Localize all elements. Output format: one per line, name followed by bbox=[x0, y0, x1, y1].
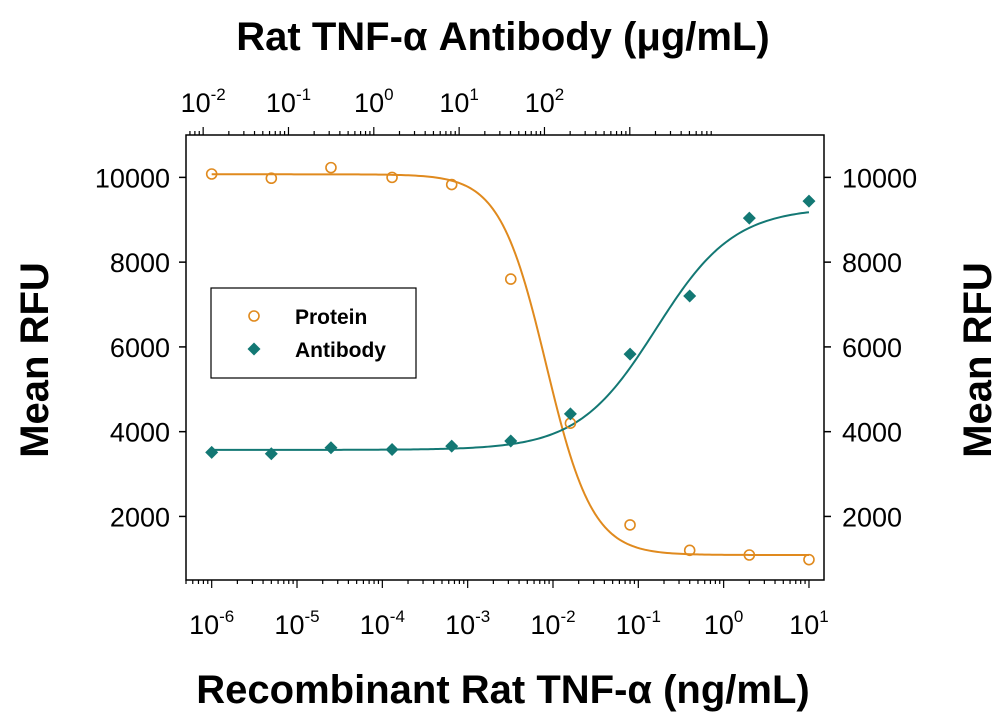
x-tick-label-bottom: 10-5 bbox=[274, 607, 319, 640]
data-point-antibody bbox=[742, 211, 756, 225]
y-tick-label-left: 8000 bbox=[110, 248, 170, 278]
y-tick-label-left: 6000 bbox=[110, 333, 170, 363]
y-tick-label-left: 2000 bbox=[110, 502, 170, 532]
data-point-protein bbox=[265, 172, 278, 185]
x-tick-label-bottom: 10-4 bbox=[360, 607, 405, 640]
x-tick-label-bottom: 10-3 bbox=[445, 607, 490, 640]
x-tick-label-bottom: 10-6 bbox=[189, 607, 234, 640]
legend-label-protein: Protein bbox=[295, 306, 367, 329]
legend-box bbox=[210, 287, 417, 379]
legend: Protein Antibody bbox=[210, 287, 417, 379]
data-point-protein bbox=[683, 544, 696, 557]
y-tick-label-left: 10000 bbox=[95, 163, 170, 193]
y-axis-label-right: Mean RFU bbox=[956, 262, 1000, 458]
data-point-antibody bbox=[504, 434, 518, 448]
y-tick-label-right: 4000 bbox=[842, 418, 902, 448]
y-tick-label-right: 6000 bbox=[842, 333, 902, 363]
legend-marker-protein bbox=[248, 310, 260, 322]
data-point-protein bbox=[803, 553, 815, 566]
x-tick-label-top: 10-1 bbox=[266, 85, 311, 118]
top-axis-title: Rat TNF-α Antibody (μg/mL) bbox=[236, 15, 769, 59]
y-tick-label-right: 10000 bbox=[842, 163, 917, 193]
data-point-protein bbox=[624, 519, 636, 531]
x-tick-label-top: 10-2 bbox=[181, 85, 226, 118]
data-point-protein bbox=[205, 168, 218, 180]
data-point-antibody bbox=[205, 445, 219, 459]
x-tick-label-top: 101 bbox=[439, 85, 479, 118]
y-axis-label-left: Mean RFU bbox=[13, 262, 57, 458]
data-point-protein bbox=[504, 273, 517, 285]
data-point-antibody bbox=[264, 447, 278, 461]
legend-label-antibody: Antibody bbox=[295, 339, 386, 362]
data-point-antibody bbox=[802, 194, 816, 208]
data-point-antibody bbox=[623, 347, 637, 361]
y-tick-label-right: 8000 bbox=[842, 248, 902, 278]
x-tick-label-top: 100 bbox=[354, 85, 394, 118]
y-tick-label-right: 2000 bbox=[842, 502, 902, 532]
plot-frame bbox=[185, 134, 825, 581]
axis-ticks-layer: 2000 2000 4000 4000 6000 6000 8000 8000 10000 100… bbox=[95, 85, 917, 640]
x-tick-label-bottom: 10-2 bbox=[530, 607, 575, 640]
data-point-antibody bbox=[563, 407, 577, 421]
x-tick-label-top: 102 bbox=[525, 85, 565, 118]
legend-marker-antibody bbox=[247, 342, 261, 356]
data-point-antibody bbox=[445, 439, 459, 453]
data-point-protein bbox=[325, 161, 337, 174]
data-point-antibody bbox=[385, 442, 399, 456]
data-point-protein bbox=[743, 549, 756, 561]
x-tick-label-bottom: 10-1 bbox=[616, 607, 661, 640]
x-tick-label-bottom: 100 bbox=[704, 607, 744, 640]
data-point-antibody bbox=[324, 441, 338, 455]
data-point-protein bbox=[386, 171, 398, 184]
x-axis-label: Recombinant Rat TNF-α (ng/mL) bbox=[196, 668, 809, 712]
data-points-layer bbox=[205, 161, 816, 566]
data-point-protein bbox=[445, 178, 458, 191]
plot-frame-layer bbox=[185, 134, 825, 581]
x-tick-label-bottom: 101 bbox=[789, 607, 829, 640]
data-point-antibody bbox=[683, 289, 697, 303]
y-tick-label-left: 4000 bbox=[110, 418, 170, 448]
fit-curve-protein bbox=[211, 173, 809, 556]
